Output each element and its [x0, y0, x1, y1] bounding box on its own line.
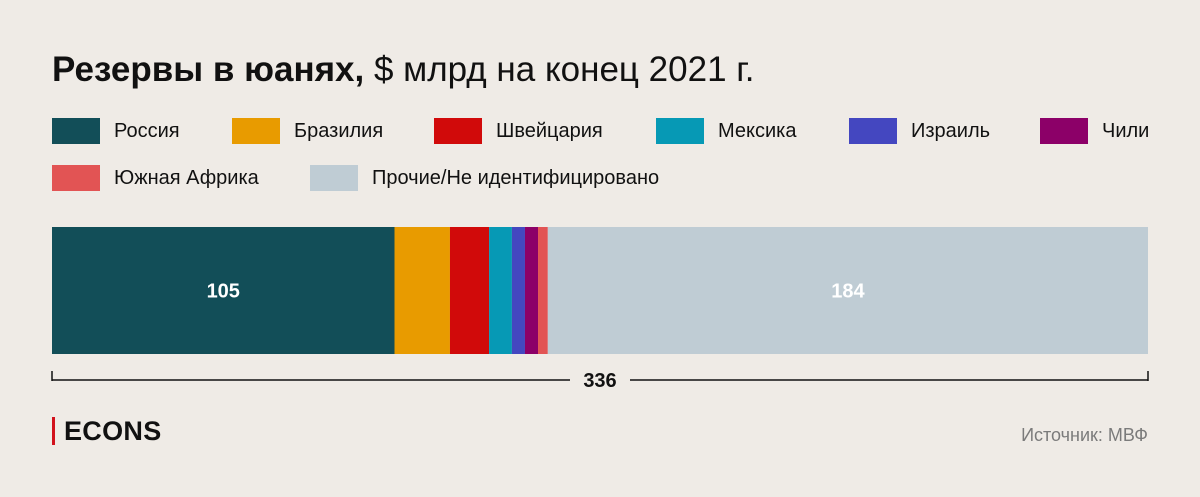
legend-label: Мексика — [718, 119, 797, 142]
bar-segment — [547, 227, 1148, 354]
legend-item: Мексика — [656, 116, 796, 146]
legend-item: Россия — [52, 116, 180, 146]
bar-segment — [394, 227, 450, 354]
legend-item: Бразилия — [232, 116, 383, 146]
chart-title-bold: Резервы в юанях, — [52, 50, 365, 89]
legend-item: Израиль — [849, 116, 990, 146]
legend-swatch — [1040, 118, 1088, 144]
legend-swatch — [434, 118, 482, 144]
chart-title: Резервы в юанях, $ млрд на конец 2021 г. — [52, 48, 754, 92]
legend-label: Чили — [1102, 119, 1150, 142]
bar-segment — [489, 227, 512, 354]
legend-swatch — [310, 165, 358, 191]
data-label: 184 — [831, 281, 865, 303]
econs-logo[interactable]: ECONS — [52, 416, 162, 446]
legend-swatch — [232, 118, 280, 144]
legend-label: Южная Африка — [114, 166, 259, 189]
bar-segment — [524, 227, 539, 354]
bar-segment — [538, 227, 548, 354]
legend-item: Швейцария — [434, 116, 603, 146]
legend-item: Южная Африка — [52, 163, 259, 193]
legend-label: Россия — [114, 119, 180, 142]
bar-segment — [449, 227, 490, 354]
data-label: 105 — [207, 281, 240, 303]
legend-item: Чили — [1040, 116, 1149, 146]
logo-text: ECONS — [64, 415, 162, 446]
legend: Россия Бразилия Швейцария Мексика Израиль Чил… — [52, 116, 1149, 196]
bar-segment — [52, 227, 395, 354]
logo-red-bar — [52, 417, 55, 445]
bar-segment — [511, 227, 525, 354]
legend-swatch — [849, 118, 897, 144]
stacked-bar-chart: 105 184 336 — [51, 227, 1149, 392]
legend-label: Швейцария — [496, 119, 603, 142]
legend-swatch — [52, 118, 100, 144]
legend-label: Бразилия — [294, 119, 384, 142]
legend-swatch — [52, 165, 100, 191]
legend-swatch — [656, 118, 704, 144]
legend-item: Прочие/Не идентифицировано — [310, 163, 659, 193]
legend-label: Израиль — [911, 119, 991, 142]
total-label: 336 — [583, 370, 616, 392]
source-note: Источник: МВФ — [1021, 425, 1148, 445]
legend-label: Прочие/Не идентифицировано — [372, 166, 660, 189]
chart-title-rest: $ млрд на конец 2021 г. — [373, 50, 755, 89]
